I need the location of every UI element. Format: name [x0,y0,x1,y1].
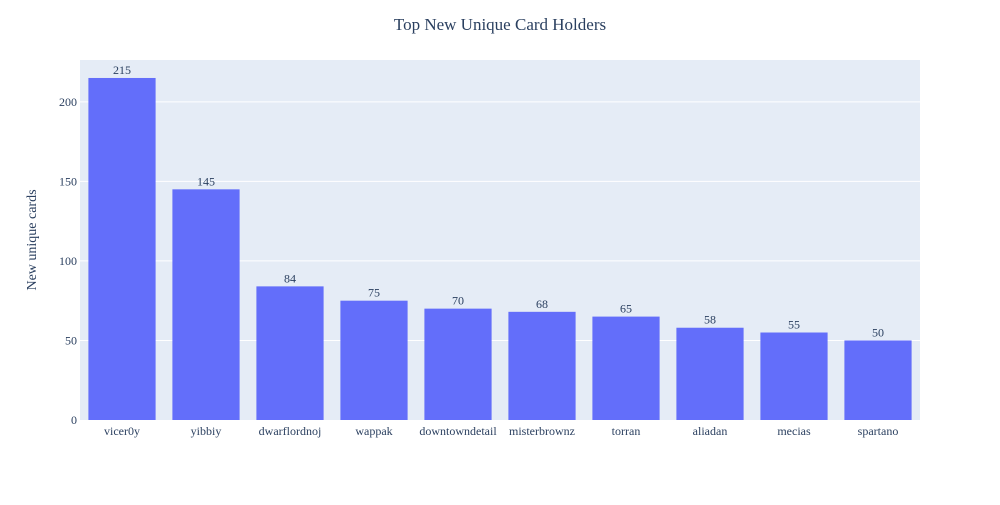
bar-value-label: 215 [113,63,131,77]
bar[interactable] [88,77,156,420]
bar-value-label: 145 [197,174,215,188]
data-labels: 215 145 84 75 70 68 65 58 55 50 [113,63,884,339]
x-tick-label: yibbiy [191,424,222,438]
bar-value-label: 84 [284,271,296,285]
bar[interactable] [760,332,828,420]
bar[interactable] [424,308,492,420]
y-tick-label: 200 [59,95,77,109]
bar-value-label: 58 [704,313,716,327]
bar-value-label: 75 [368,286,380,300]
bar-value-label: 55 [788,318,800,332]
x-tick-label: aliadan [693,424,728,438]
chart-title: Top New Unique Card Holders [394,15,606,34]
y-axis-ticks: 0 50 100 150 200 [59,95,77,427]
x-tick-label: mecias [777,424,811,438]
x-tick-label: downtowndetail [419,424,497,438]
y-tick-label: 0 [71,413,77,427]
bar-value-label: 50 [872,325,884,339]
x-tick-label: dwarflordnoj [259,424,322,438]
bars [88,77,912,420]
x-tick-label: wappak [355,424,392,438]
bar-value-label: 65 [620,302,632,316]
y-tick-label: 100 [59,254,77,268]
bar[interactable] [340,300,408,420]
x-tick-label: torran [612,424,641,438]
bar[interactable] [592,316,660,420]
bar[interactable] [508,311,576,420]
y-tick-label: 50 [65,333,77,347]
bar-value-label: 70 [452,294,464,308]
x-tick-label: vicer0y [104,424,140,438]
y-tick-label: 150 [59,174,77,188]
bar[interactable] [676,327,744,420]
bar[interactable] [172,189,240,420]
y-axis-title: New unique cards [25,189,40,290]
bar-value-label: 68 [536,297,548,311]
x-tick-label: misterbrownz [509,424,575,438]
x-axis-ticks: vicer0y yibbiy dwarflordnoj wappak downtownd… [104,424,898,438]
bar[interactable] [256,286,324,420]
x-tick-label: spartano [858,424,899,438]
bar[interactable] [844,340,912,420]
